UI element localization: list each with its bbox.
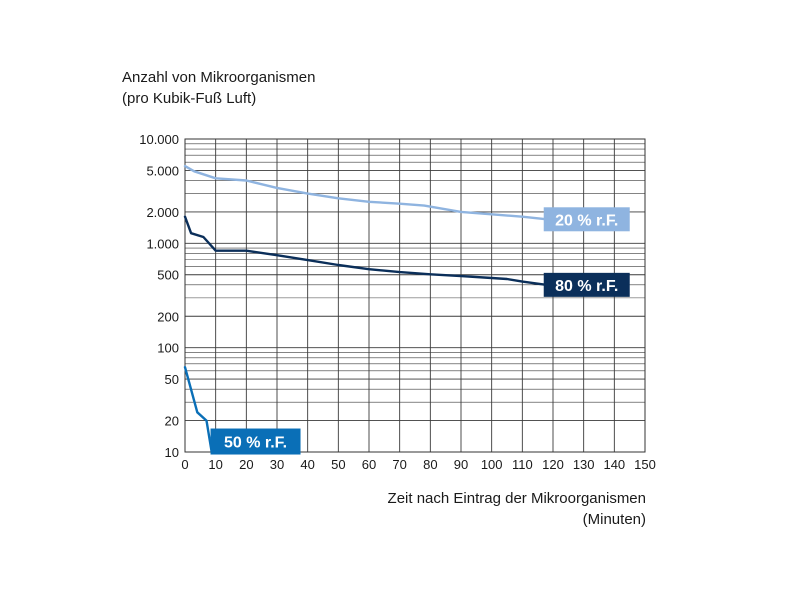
series-label-box <box>210 428 301 455</box>
y-tick-label: 100 <box>157 341 179 356</box>
y-tick-label: 200 <box>157 309 179 324</box>
y-tick-label: 10.000 <box>139 132 179 147</box>
series-label-text: 50 % r.F. <box>224 435 287 452</box>
x-tick-label: 150 <box>634 457 656 472</box>
series-label-text: 80 % r.F. <box>555 278 618 295</box>
x-tick-label: 70 <box>392 457 406 472</box>
series-label-box <box>543 207 630 232</box>
series-labels: 20 % r.F. 80 % r.F. 50 % r.F. <box>210 207 630 455</box>
y-axis-title-line-1: Anzahl von Mikroorganismen <box>122 69 316 86</box>
x-axis-title: Zeit nach Eintrag der Mikroorganismen (M… <box>388 488 646 530</box>
grid <box>184 139 646 453</box>
x-tick-label: 30 <box>270 457 284 472</box>
x-tick-label: 40 <box>300 457 314 472</box>
x-tick-label: 90 <box>454 457 468 472</box>
x-tick-label: 0 <box>181 457 188 472</box>
x-tick-label: 10 <box>208 457 222 472</box>
x-tick-label: 110 <box>512 457 533 472</box>
y-tick-label: 2.000 <box>146 205 179 220</box>
y-tick-label: 20 <box>165 414 179 429</box>
series-lines <box>183 164 549 454</box>
plot-border <box>184 138 646 453</box>
y-tick-labels: 10 20 50 100 200 500 1.000 2.000 5.000 10.000 <box>139 132 179 460</box>
series-label-text: 20 % r.F. <box>555 212 618 229</box>
y-tick-label: 1.000 <box>146 236 179 251</box>
series-line-1 <box>183 215 549 287</box>
plot-frame <box>184 138 646 453</box>
x-axis-title-line-2: (Minuten) <box>582 511 646 528</box>
x-tick-label: 80 <box>423 457 437 472</box>
x-tick-labels: 0 10 20 30 40 50 60 70 80 90 100 110 120 130 140 150 <box>181 457 655 472</box>
y-tick-label: 50 <box>165 372 179 387</box>
series-label-0: 20 % r.F. <box>543 207 630 232</box>
x-axis-title-line-1: Zeit nach Eintrag der Mikroorganismen <box>387 490 646 507</box>
x-tick-label: 120 <box>542 457 564 472</box>
y-tick-label: 5.000 <box>146 163 179 178</box>
series-label-2: 50 % r.F. <box>210 428 301 455</box>
y-tick-label: 10 <box>165 445 179 460</box>
x-tick-label: 100 <box>481 457 503 472</box>
y-axis-title-line-2: (pro Kubik-Fuß Luft) <box>122 90 257 107</box>
y-tick-label: 500 <box>157 268 179 283</box>
series-label-1: 80 % r.F. <box>543 272 630 297</box>
series-line-0 <box>183 164 549 221</box>
x-tick-label: 140 <box>603 457 625 472</box>
x-tick-label: 50 <box>331 457 345 472</box>
y-axis-title: Anzahl von Mikroorganismen (pro Kubik-Fu… <box>122 67 315 109</box>
x-tick-label: 20 <box>239 457 253 472</box>
x-tick-label: 130 <box>573 457 595 472</box>
series-line-2 <box>183 366 213 454</box>
series-label-box <box>543 272 630 297</box>
x-tick-label: 60 <box>362 457 376 472</box>
